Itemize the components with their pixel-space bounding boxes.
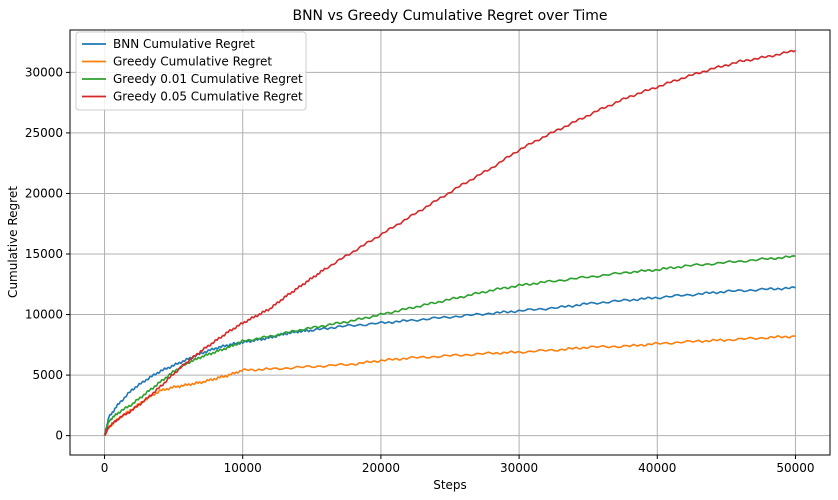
x-axis-label: Steps [433, 478, 467, 492]
x-tick-label: 20000 [362, 461, 400, 475]
y-axis-label: Cumulative Regret [6, 186, 20, 298]
x-tick-label: 50000 [776, 461, 814, 475]
y-tick-label: 30000 [25, 65, 63, 79]
y-tick-label: 15000 [25, 247, 63, 261]
y-axis-ticks: 0 5000 10000 15000 20000 25000 30000 [25, 65, 70, 443]
series-line-greedy-0-01-cumulative-regret [103, 255, 796, 436]
series-line-bnn-cumulative-regret [103, 286, 796, 436]
legend: BNN Cumulative Regret Greedy Cumulative R… [75, 31, 307, 111]
plot-frame [69, 29, 831, 456]
legend-label: Greedy 0.05 Cumulative Regret [113, 90, 303, 104]
series-line-greedy-0-05-cumulative-regret [103, 49, 796, 436]
legend-label: BNN Cumulative Regret [113, 37, 255, 51]
x-tick-label: 40000 [638, 461, 676, 475]
x-tick-label: 0 [101, 461, 109, 475]
x-tick-label: 30000 [500, 461, 538, 475]
legend-box [75, 31, 307, 111]
x-axis-ticks: 0 10000 20000 30000 40000 50000 [101, 455, 815, 475]
chart-title: BNN vs Greedy Cumulative Regret over Tim… [292, 8, 607, 24]
y-tick-label: 0 [55, 429, 63, 443]
y-tick-label: 20000 [25, 186, 63, 200]
y-tick-label: 5000 [32, 368, 63, 382]
grid-lines [70, 30, 830, 455]
legend-label: Greedy Cumulative Regret [113, 55, 272, 69]
x-tick-label: 10000 [224, 461, 262, 475]
legend-label: Greedy 0.01 Cumulative Regret [113, 72, 303, 86]
y-tick-label: 10000 [25, 308, 63, 322]
series-layer [103, 49, 796, 436]
y-tick-label: 25000 [25, 126, 63, 140]
